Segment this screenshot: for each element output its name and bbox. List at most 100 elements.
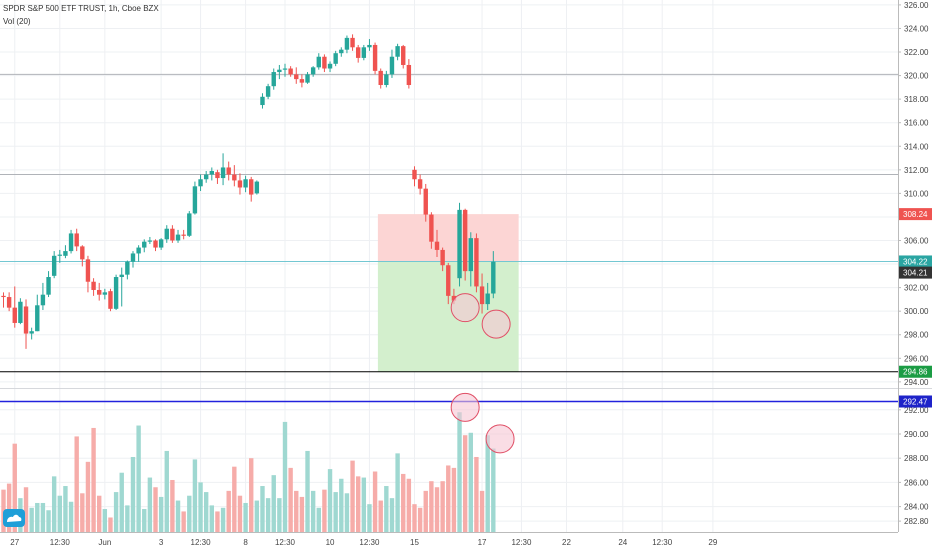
price-tick-label: 310.00 xyxy=(904,189,929,198)
volume-bar xyxy=(344,493,350,532)
volume-bar xyxy=(350,460,355,532)
candle-body xyxy=(119,274,124,278)
time-axis-label: 12:30 xyxy=(511,538,532,547)
volume-bar xyxy=(175,500,181,532)
volume-bar xyxy=(288,467,293,532)
candle-body xyxy=(417,179,423,189)
time-axis-label: 12:30 xyxy=(275,538,296,547)
volume-bar xyxy=(485,435,490,532)
candle-body xyxy=(384,74,389,86)
time-axis-label: 12:30 xyxy=(652,538,673,547)
candle-body xyxy=(271,72,276,87)
candle-body xyxy=(310,67,316,75)
candle-body xyxy=(164,228,169,240)
volume-bar xyxy=(299,496,305,532)
candle-body xyxy=(158,239,164,248)
candle-body xyxy=(305,74,310,83)
candle-body xyxy=(406,64,412,86)
candle-body xyxy=(389,56,395,75)
volume-bar xyxy=(209,505,215,532)
price-tick-label: 314.00 xyxy=(904,142,929,151)
volume-bar xyxy=(305,450,310,532)
candle-body xyxy=(237,180,243,188)
time-axis-label: 12:30 xyxy=(191,538,212,547)
volume-bar xyxy=(6,483,12,532)
candle-body xyxy=(220,167,226,179)
volume-bar xyxy=(153,487,158,532)
highlight-circle[interactable] xyxy=(481,309,511,339)
candle-body xyxy=(85,259,91,282)
candle-body xyxy=(294,74,299,80)
volume-tick-label: 286.00 xyxy=(904,478,929,487)
candle-body xyxy=(40,294,46,306)
tradingview-logo-icon[interactable] xyxy=(3,509,25,527)
candle-body xyxy=(378,70,383,86)
volume-bar xyxy=(249,458,254,532)
candle-body xyxy=(339,49,344,54)
price-tick-label: 324.00 xyxy=(904,24,929,33)
candle-body xyxy=(113,277,119,309)
volume-bar xyxy=(35,502,40,532)
volume-bar xyxy=(63,486,68,532)
candle-body xyxy=(282,68,288,70)
volume-bar xyxy=(406,478,412,532)
highlight-circle[interactable] xyxy=(450,392,480,422)
volume-bar xyxy=(271,475,276,532)
candle-body xyxy=(57,254,62,256)
candle-body xyxy=(479,286,485,305)
volume-bar xyxy=(181,511,186,532)
price-tag xyxy=(899,266,932,279)
time-axis-label: Jun xyxy=(98,538,111,547)
price-tick-label: 316.00 xyxy=(904,119,929,128)
candle-body xyxy=(401,46,406,65)
candle-body xyxy=(322,56,327,69)
candle-body xyxy=(423,188,428,215)
candle-body xyxy=(412,169,417,180)
volume-bar xyxy=(282,421,288,532)
volume-bar xyxy=(46,510,51,532)
volume-bar xyxy=(491,448,496,532)
candle-body xyxy=(63,251,68,256)
volume-bar xyxy=(322,489,327,532)
stop-loss-zone xyxy=(377,214,519,262)
volume-bar xyxy=(192,459,198,532)
volume-bar xyxy=(12,443,17,532)
volume-bar xyxy=(130,456,136,532)
symbol-title: SPDR S&P 500 ETF TRUST, 1h, Cboe BZX xyxy=(3,4,159,13)
time-axis-label: 27 xyxy=(10,538,19,547)
volume-bar xyxy=(446,465,451,532)
candle-body xyxy=(468,238,473,272)
volume-tick-label: 292.00 xyxy=(904,406,929,415)
time-axis-label: 10 xyxy=(326,538,335,547)
volume-bar xyxy=(434,487,440,532)
price-tick-label: 312.00 xyxy=(904,166,929,175)
volume-bar xyxy=(378,500,383,532)
candle-body xyxy=(491,261,496,294)
candle-body xyxy=(209,170,215,175)
time-axis-label: 12:30 xyxy=(50,538,71,547)
candle-body xyxy=(102,292,108,295)
candle-body xyxy=(35,305,40,332)
candle-body xyxy=(68,233,74,252)
volume-bar xyxy=(440,481,445,532)
time-axis-label: 3 xyxy=(159,538,164,547)
volume-bar xyxy=(277,498,282,532)
candle-body xyxy=(260,96,265,106)
volume-bar xyxy=(265,498,271,532)
price-tick-label: 300.00 xyxy=(904,307,929,316)
price-tag-label: 294.86 xyxy=(903,368,928,377)
highlight-circle[interactable] xyxy=(450,293,480,323)
volume-bar xyxy=(187,495,192,532)
candle-body xyxy=(130,253,136,262)
price-tick-label: 320.00 xyxy=(904,72,929,81)
volume-bar xyxy=(327,469,333,532)
price-tag xyxy=(899,208,932,221)
highlight-circle[interactable] xyxy=(485,424,515,454)
volume-bar xyxy=(361,477,367,532)
volume-bar xyxy=(401,473,406,532)
price-tick-label: 294.00 xyxy=(904,378,929,387)
volume-bar xyxy=(254,500,260,532)
candle-body xyxy=(265,86,271,97)
candle-body xyxy=(175,234,181,241)
